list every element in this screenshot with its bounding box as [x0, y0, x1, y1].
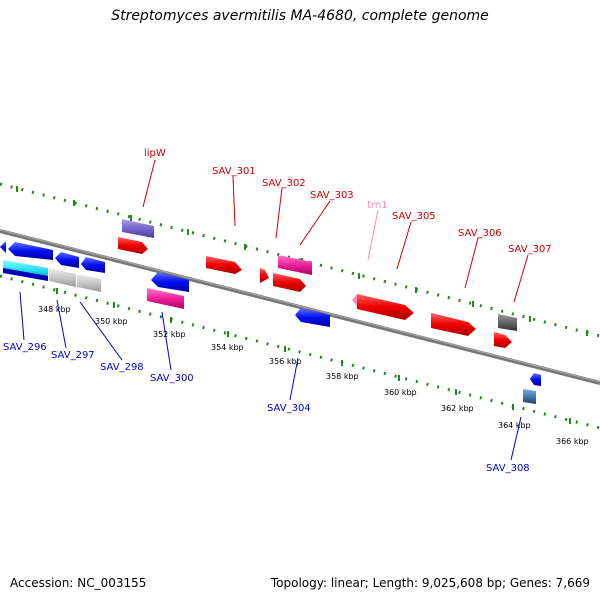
gene-label-SAV_304[interactable]: SAV_304 — [267, 403, 311, 414]
gene-label-SAV_306[interactable]: SAV_306 — [458, 228, 502, 239]
gene-feature[interactable] — [3, 268, 48, 281]
tick-label-366: 366 kbp — [556, 437, 589, 446]
gene-feature[interactable] — [55, 252, 79, 268]
reverse-major-ticks — [56, 288, 571, 424]
genome-summary-text: Topology: linear; Length: 9,025,608 bp; … — [270, 576, 590, 590]
gene-feature[interactable] — [8, 242, 53, 260]
tick-label-352: 352 kbp — [153, 330, 186, 339]
gene-feature[interactable] — [530, 373, 541, 386]
gene-feature[interactable] — [122, 219, 154, 238]
gene-feature[interactable] — [295, 308, 330, 327]
gene-label-SAV_300[interactable]: SAV_300 — [150, 373, 194, 384]
gene-feature[interactable] — [151, 272, 189, 292]
gene-label-SAV_297[interactable]: SAV_297 — [51, 350, 95, 361]
gene-feature[interactable] — [147, 288, 184, 309]
gene-label-SAV_302[interactable]: SAV_302 — [262, 178, 306, 189]
accession-text: Accession: NC_003155 — [10, 576, 147, 590]
gene-label-lipW[interactable]: lipW — [144, 148, 166, 159]
tick-label-360: 360 kbp — [384, 388, 417, 397]
tick-label-350: 350 kbp — [95, 317, 128, 326]
gene-label-SAV_303[interactable]: SAV_303 — [310, 190, 354, 201]
tick-label-356: 356 kbp — [269, 357, 302, 366]
tick-label-348: 348 kbp — [38, 305, 71, 314]
gene-feature[interactable] — [357, 294, 414, 320]
tick-label-358: 358 kbp — [326, 372, 359, 381]
tick-label-354: 354 kbp — [211, 343, 244, 352]
trn1-leader — [367, 209, 379, 261]
gene-label-trn1[interactable]: trn1 — [367, 200, 388, 211]
gene-features-reverse — [0, 241, 541, 404]
gene-feature[interactable] — [273, 273, 306, 292]
tick-label-364: 364 kbp — [498, 421, 531, 430]
gene-feature[interactable] — [431, 313, 476, 336]
reverse-strand-track — [0, 274, 600, 430]
gene-feature[interactable] — [0, 241, 6, 253]
gene-feature[interactable] — [498, 314, 517, 331]
tick-label-362: 362 kbp — [441, 404, 474, 413]
gene-feature[interactable] — [81, 257, 105, 273]
gene-label-SAV_308[interactable]: SAV_308 — [486, 463, 530, 474]
gene-feature[interactable] — [49, 268, 76, 287]
gene-feature[interactable] — [118, 237, 148, 254]
gene-feature[interactable] — [77, 274, 101, 292]
gene-label-SAV_305[interactable]: SAV_305 — [392, 211, 436, 222]
gene-feature[interactable] — [494, 332, 512, 348]
gene-feature[interactable] — [523, 389, 536, 404]
genome-backbone — [0, 229, 600, 385]
gene-label-SAV_307[interactable]: SAV_307 — [508, 244, 552, 255]
gene-feature[interactable] — [278, 255, 312, 275]
genome-title: Streptomyces avermitilis MA-4680, comple… — [111, 8, 489, 24]
gene-feature[interactable] — [206, 256, 242, 274]
gene-label-SAV_296[interactable]: SAV_296 — [3, 342, 47, 353]
gene-label-SAV_298[interactable]: SAV_298 — [100, 362, 144, 373]
gene-features-forward — [118, 219, 517, 348]
reverse-label-leaders — [19, 291, 522, 461]
gene-feature[interactable] — [260, 268, 269, 283]
gene-feature[interactable] — [352, 294, 357, 306]
gene-label-SAV_301[interactable]: SAV_301 — [212, 166, 256, 177]
forward-label-leaders — [142, 159, 529, 303]
